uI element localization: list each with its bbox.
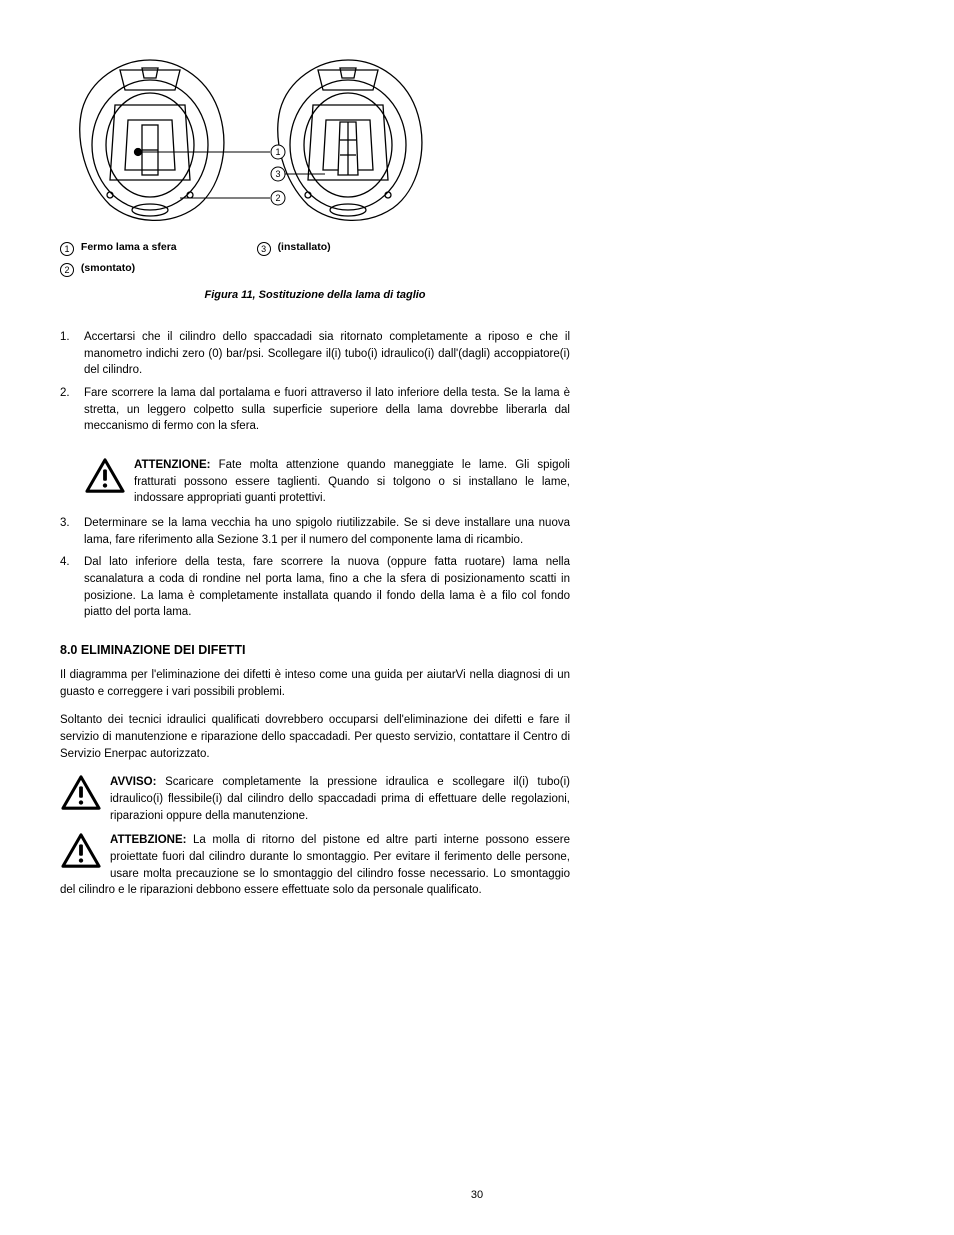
figure-legend: 1 Fermo lama a sfera 2 (smontato) 3 (ins…: [60, 241, 570, 277]
page-number: 30: [0, 1189, 954, 1201]
warning-avviso: AVVISO: Scaricare completamente la press…: [60, 774, 570, 824]
legend-2: (smontato): [81, 262, 135, 274]
figure-11: 1 2 3 1 Fermo lama a sfera 2 (smontato) …: [60, 50, 570, 301]
section-8-p1: Il diagramma per l'eliminazione dei dife…: [60, 667, 570, 700]
section-8-p2: Soltanto dei tecnici idraulici qualifica…: [60, 712, 570, 762]
warning-triangle-icon: [60, 774, 102, 812]
warning-body: Scaricare completamente la pressione idr…: [110, 776, 570, 821]
step-4: Dal lato inferiore della testa, fare sco…: [60, 554, 570, 621]
warning-label: ATTENZIONE:: [134, 459, 210, 471]
legend-1: Fermo lama a sfera: [81, 241, 177, 253]
figure-right-diagram: [258, 50, 438, 235]
warning-triangle-icon: [60, 832, 102, 870]
warning-label: AVVISO:: [110, 776, 156, 788]
warning-attebzione: ATTEBZIONE: La molla di ritorno del pist…: [60, 832, 570, 899]
warning-triangle-icon: [84, 457, 126, 495]
step-1: Accertarsi che il cilindro dello spaccad…: [60, 329, 570, 379]
warning-attenzione: ATTENZIONE: Fate molta attenzione quando…: [84, 457, 570, 507]
legend-3: (installato): [278, 241, 331, 253]
procedure-list: Accertarsi che il cilindro dello spaccad…: [60, 329, 570, 435]
figure-left-diagram: [60, 50, 240, 235]
figure-caption: Figura 11, Sostituzione della lama di ta…: [60, 289, 570, 301]
step-2: Fare scorrere la lama dal portalama e fu…: [60, 385, 570, 435]
warning-label: ATTEBZIONE:: [110, 834, 186, 846]
step-3: Determinare se la lama vecchia ha uno sp…: [60, 515, 570, 548]
section-8-heading: 8.0 ELIMINAZIONE DEI DIFETTI: [60, 643, 570, 657]
procedure-list-cont: Determinare se la lama vecchia ha uno sp…: [60, 515, 570, 621]
